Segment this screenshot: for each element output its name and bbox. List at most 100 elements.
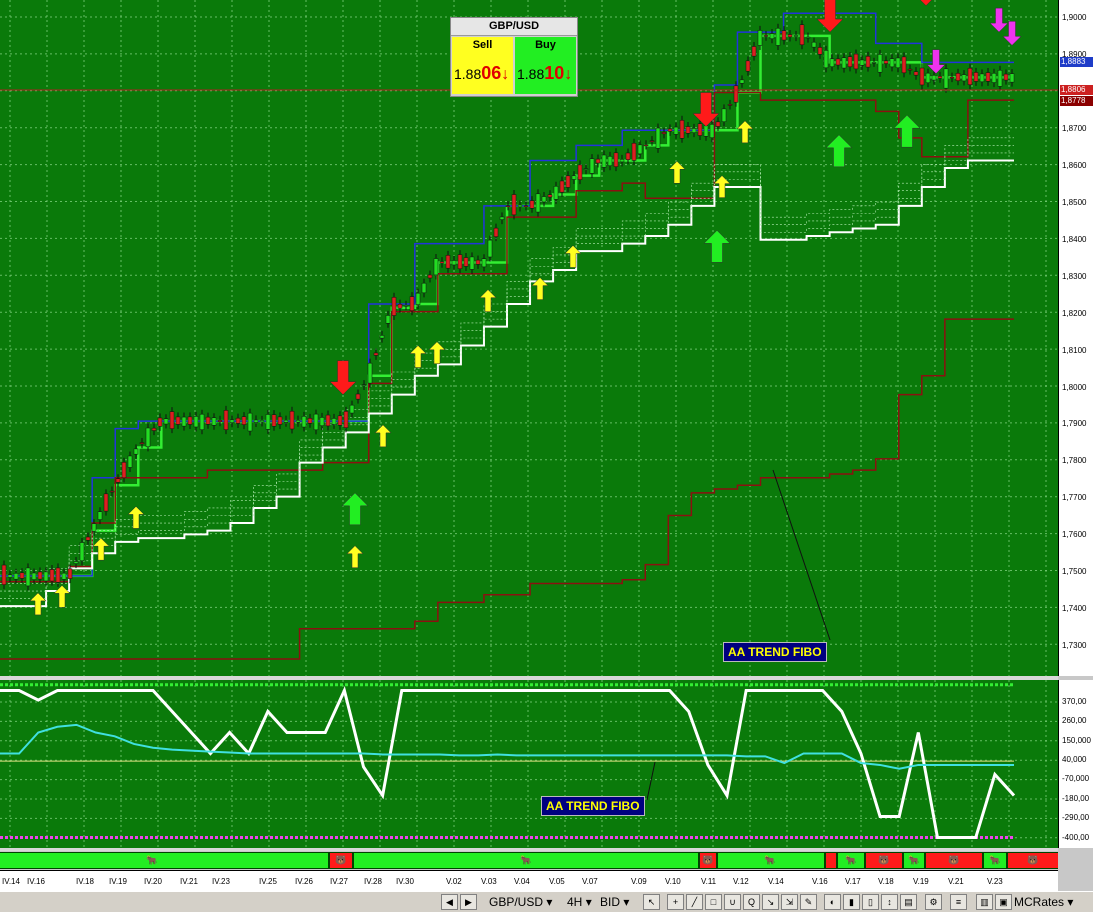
trend-segment: 🐻 [926,853,982,868]
line-icon[interactable]: ╱ [686,894,703,910]
price-type-select[interactable]: BID ▾ [600,895,629,909]
candle-body [853,53,859,70]
y-tick-label: 1,7300 [1062,641,1087,650]
indicator-axis[interactable]: 370,00 260,00 150,000 40,000 -70,000 -18… [1058,680,1093,848]
y-tick-label: 1,8300 [1062,272,1087,281]
y-tick-label: 1,8100 [1062,346,1087,355]
search-icon[interactable]: Q [743,894,760,910]
annotation-pointer [646,761,656,801]
fibo-guide-line [0,145,1014,592]
scroll-left-icon[interactable]: ◀ [441,894,458,910]
trade-panel: GBP/USD Sell 1.8806↓ Buy 1.8810↓ [450,17,578,97]
candle-body [817,47,823,55]
buy-signal-arrow [428,341,446,365]
buy-signal-arrow [29,592,47,616]
buy-signal-arrow [127,506,145,529]
candle-body [889,58,895,68]
candle-body [751,46,757,57]
candle-body [235,417,241,424]
candle-body [373,352,379,356]
candle-icon[interactable]: ▯ [862,894,879,910]
symbol-select[interactable]: GBP/USD ▾ [489,895,552,909]
scroll-icon[interactable]: ↕ [881,894,898,910]
list-icon[interactable]: ≡ [950,894,967,910]
candle-body [517,204,523,208]
y-tick-label: 1,7400 [1062,604,1087,613]
candle-body [409,296,415,311]
candle-body [169,411,175,429]
candle-body [985,72,991,82]
y-tick-label: 1,8000 [1062,383,1087,392]
date-axis[interactable]: IV.14 IV.16 IV.18 IV.19 IV.20 IV.21 IV.2… [0,870,1058,891]
candle-body [883,60,889,64]
candle-body [205,416,211,425]
candle-body [745,60,751,72]
candle-body [589,158,595,174]
candle-body [457,254,463,270]
candle-body [625,152,631,160]
candle-body [793,35,799,37]
bar-icon[interactable]: ▮ [843,894,860,910]
candle-body [901,56,907,74]
candle-body [613,152,619,167]
chart-icon[interactable]: ▥ [976,894,993,910]
candle-body [187,416,193,425]
scroll-right-icon[interactable]: ▶ [460,894,477,910]
candle-body [439,261,445,264]
candle-body [877,54,883,73]
strong-buy-signal-arrow [703,230,731,263]
gbpusd-price-chart[interactable] [0,0,1058,851]
settings-icon[interactable]: ⚙ [925,894,942,910]
chart-grid [0,0,1058,848]
candle-body [781,30,787,41]
cursor-icon[interactable]: ↖ [643,894,660,910]
candle-body [721,108,727,122]
y-tick-label: 1,9000 [1062,13,1087,22]
candle-body [355,393,361,400]
sell-price-pips: 06 [481,63,502,83]
candle-body [991,73,997,83]
buy-signal-arrow [713,175,731,198]
candle-body [85,536,91,541]
window-icon[interactable]: ▣ [995,894,1012,910]
x-tick-label: V.18 [878,877,894,886]
zoom-icon[interactable]: ↘ [762,894,779,910]
y-tick-label: 40,000 [1062,755,1087,764]
brand-menu[interactable]: MCRates ▾ [1014,895,1073,909]
candle-body [511,194,517,216]
trend-segment: 🐂 [984,853,1006,868]
x-tick-label: V.17 [845,877,861,886]
x-tick-label: V.10 [665,877,681,886]
candle-body [505,205,511,207]
bull-icon: 🐂 [764,855,776,865]
candle-body [661,132,667,135]
x-tick-label: V.03 [481,877,497,886]
palette-icon[interactable]: ◐ [824,894,841,910]
y-tick-label: 1,7900 [1062,419,1087,428]
x-tick-label: V.16 [812,877,828,886]
sell-button[interactable]: Sell 1.8806↓ [452,37,513,94]
candle-body [805,36,811,39]
crosshair-icon[interactable]: + [667,894,684,910]
symbol-value: GBP/USD [489,895,544,909]
candle-body [913,71,919,76]
candle-body [337,415,343,426]
price-indicator-lines [0,12,1014,660]
magnet-icon[interactable]: ∪ [724,894,741,910]
rectangle-icon[interactable]: □ [705,894,722,910]
print-icon[interactable]: ▤ [900,894,917,910]
candle-body [949,76,955,79]
pen-icon[interactable]: ✎ [800,894,817,910]
price-axis[interactable]: 1,9000 1,8900 1,8700 1,8600 1,8500 1,840… [1058,0,1093,676]
panel-separator [0,848,1058,851]
buy-signal-arrow [668,160,686,184]
candle-body [727,104,733,106]
candle-body [835,58,841,66]
buy-button[interactable]: Buy 1.8810↓ [515,37,576,94]
measure-icon[interactable]: ⇲ [781,894,798,910]
timeframe-select[interactable]: 4H ▾ [567,895,592,909]
bear-icon: 🐻 [948,855,960,865]
candle-body [469,256,475,270]
candle-body [715,121,721,127]
candle-body [241,416,247,425]
